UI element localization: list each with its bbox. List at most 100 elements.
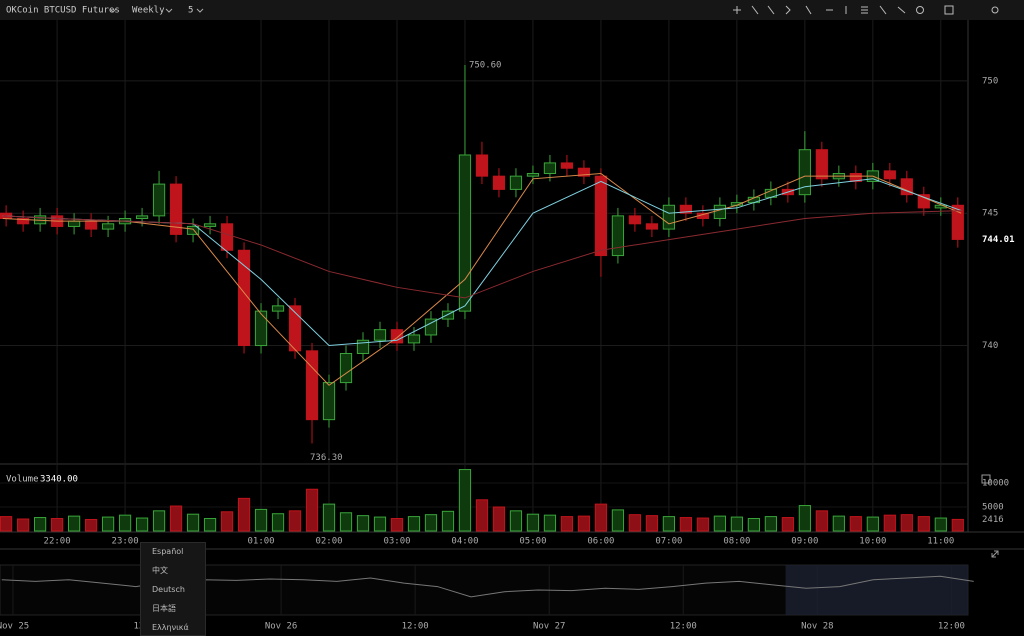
volume-bar [798,505,811,532]
high-label: 750.60 [469,60,502,70]
candle-body [135,215,149,220]
x-tick-label: 01:00 [247,537,274,547]
candle-body [373,329,387,341]
candle-body [526,173,540,177]
volume-bar [203,518,217,532]
candle-body [203,223,217,227]
language-menu: Español 中文 Deutsch 日本語 Ελληνικά [140,542,206,636]
candle-body [407,334,421,344]
volume-bar [305,488,319,532]
symbol[interactable]: OKCoin BTCUSD Futures [6,6,120,16]
volume-bar [679,517,693,532]
volume-bar [33,517,47,532]
volume-bar [832,515,845,532]
candle-body [220,223,234,251]
x-tick-label: 09:00 [791,537,818,547]
volume-bar [662,516,676,532]
y-tick-label: 750 [982,76,998,86]
candle-body [271,305,285,312]
candle-body [67,220,81,227]
menu-item[interactable]: 中文 [152,566,168,575]
x-tick-label: 02:00 [315,537,342,547]
last-volume: 2416 [982,515,1004,525]
volume-bar [186,513,200,532]
interval-select[interactable]: 5 [188,6,193,16]
dropdown-arrows [109,8,204,13]
x-tick-label: 08:00 [723,537,750,547]
candle-body [662,204,676,230]
x-tick-label: 23:00 [112,537,139,547]
candle-body [17,218,30,225]
volume-bar [390,518,404,532]
candle-body [679,204,693,214]
volume-bar [526,513,540,532]
volume-title: Volume [6,475,39,485]
drawing-tools[interactable] [733,5,999,15]
candle-body [883,170,896,180]
menu-item[interactable]: 日本語 [152,604,176,613]
candle-body [339,352,353,384]
candle-body [254,310,268,347]
volume-bar [254,508,268,532]
menu-item[interactable]: Español [152,547,184,556]
volume-bar [407,516,421,532]
volume-bar [84,518,98,532]
candle-body [101,223,115,230]
candle-body [815,149,828,180]
candle-body [611,215,625,257]
x-tick-label: 10:00 [859,537,886,547]
volume-bar [951,518,964,532]
candle-body [458,154,472,312]
candle-body [152,183,166,217]
candle-body [900,178,913,196]
volume-bar [917,516,930,532]
candle-body [594,175,608,257]
moving-average [2,178,962,347]
volume-bar [696,517,709,532]
volume-bar [322,503,336,532]
volume-bar [815,510,828,532]
volume-bar [849,516,862,532]
volume-bar [781,517,794,532]
volume-bar [628,514,642,532]
candle-body [237,249,251,347]
volume-bar [169,505,183,532]
candle-body [356,339,370,354]
nav-tick-label: Nov 25 [0,622,29,632]
volume-bar [288,510,302,532]
range-select[interactable]: Weekly [132,6,165,16]
volume-bar [271,513,285,532]
volume-bar [509,510,523,532]
candle-body [577,167,591,177]
volume-tick-label: 10000 [982,479,1009,489]
nav-tick-label: Nov 26 [265,622,298,632]
volume-bar [152,510,166,532]
candle-body [441,310,455,320]
menu-item[interactable]: Ελληνικά [152,623,189,632]
candle-body [849,173,862,182]
volume-readout: 3340.00 [40,475,78,485]
close-volume[interactable] [981,474,991,484]
volume-bar [373,516,387,532]
expand-icon[interactable] [991,550,999,558]
volume-bar [475,499,489,532]
volume-bar [135,517,149,532]
volume-bar [458,469,472,532]
volume-bar [492,506,506,532]
x-tick-label: 11:00 [927,537,954,547]
volume-bar [339,512,353,532]
volume-bar [441,510,455,532]
volume-bar [560,516,574,532]
candle-body [84,220,98,230]
nav-tick-label: 12:00 [938,622,965,632]
menu-item[interactable]: Deutsch [152,585,185,594]
candle-body [917,194,930,209]
candle-body [509,175,523,190]
volume-bar [730,516,743,532]
candle-body [424,318,438,336]
nav-tick-label: Nov 28 [801,622,834,632]
candle-body [186,225,200,235]
x-tick-label: 22:00 [44,537,71,547]
x-tick-label: 03:00 [383,537,410,547]
